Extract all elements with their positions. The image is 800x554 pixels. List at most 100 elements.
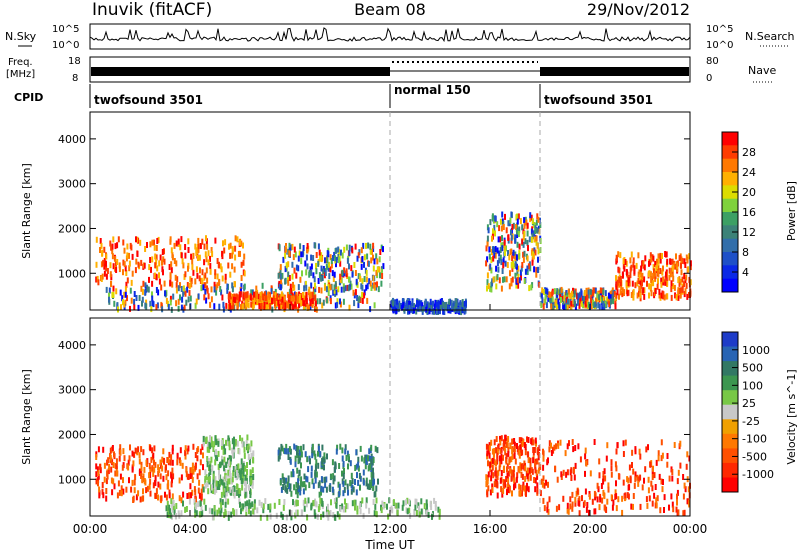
velocity-cell [214, 435, 217, 442]
power-cell [222, 301, 225, 308]
power-cell [351, 247, 354, 254]
power-cell [443, 309, 446, 315]
velocity-cell [145, 459, 148, 466]
velocity-cell [145, 487, 148, 494]
velocity-cell [215, 480, 218, 487]
velocity-cell [677, 509, 680, 516]
power-cell [585, 291, 588, 298]
power-cell [586, 294, 589, 301]
power-cell [490, 286, 493, 293]
power-cell [281, 272, 284, 279]
velocity-cell [524, 475, 527, 482]
power-cell [643, 276, 646, 283]
power-cell [688, 292, 690, 298]
power-cell [601, 297, 603, 303]
velocity-cell [320, 489, 322, 496]
velocity-cell [293, 443, 296, 450]
power-cell [500, 225, 503, 232]
velocity-cell [154, 461, 157, 468]
power-cell [203, 259, 206, 266]
power-cell [155, 258, 158, 265]
velocity-cell [227, 511, 230, 518]
velocity-cell [418, 511, 421, 518]
power-cell [299, 276, 302, 283]
power-cell [348, 250, 351, 256]
velocity-cell [243, 446, 246, 453]
power-cell [207, 293, 210, 300]
power-cell [370, 285, 373, 291]
velocity-cell [256, 507, 259, 514]
power-cell [180, 252, 183, 259]
power-cell [184, 290, 187, 297]
power-cell [137, 304, 140, 311]
power-cell [99, 238, 102, 244]
power-cell [325, 286, 328, 293]
power-cell [576, 293, 579, 300]
power-cell [551, 290, 554, 297]
velocity-cell [495, 436, 498, 442]
velocity-cell [350, 472, 353, 479]
power-cell [294, 251, 297, 258]
velocity-cell [493, 481, 496, 488]
power-cell [495, 265, 498, 272]
velocity-cell [312, 500, 315, 507]
power-cell [537, 216, 540, 223]
power-cell [518, 243, 521, 250]
power-cell [136, 236, 139, 243]
power-cell [209, 262, 212, 269]
velocity-cell [362, 469, 365, 476]
power-cell [576, 299, 579, 306]
power-cell [507, 250, 509, 256]
power-cell [491, 249, 493, 256]
power-cell [510, 280, 513, 287]
power-cell [146, 242, 148, 248]
power-cell [239, 250, 241, 257]
velocity-cell [596, 496, 599, 503]
velocity-cell [220, 491, 223, 498]
velocity-cell [372, 480, 375, 487]
velocity-cell [438, 513, 441, 520]
velocity-cell [647, 476, 650, 483]
power-cell [125, 281, 128, 288]
velocity-cell [239, 501, 241, 508]
power-cell [112, 263, 115, 270]
velocity-cell [194, 452, 197, 458]
velocity-cell [177, 510, 180, 517]
power-cell [160, 284, 163, 291]
velocity-cell [569, 496, 572, 503]
velocity-cell [347, 453, 350, 460]
velocity-cell [282, 476, 285, 483]
velocity-cell [542, 450, 545, 457]
power-cell [173, 242, 176, 249]
power-cell [508, 283, 511, 290]
velocity-cell [571, 439, 574, 445]
power-cell [171, 281, 174, 288]
velocity-cell [240, 458, 243, 465]
power-cell [268, 297, 270, 304]
power-cell [556, 288, 559, 295]
velocity-cell [320, 485, 323, 492]
velocity-cell [303, 473, 306, 480]
velocity-cell [335, 448, 338, 455]
power-cell [353, 300, 356, 307]
velocity-cell [211, 465, 214, 471]
velocity-cell [113, 451, 115, 458]
power-cell [308, 286, 311, 293]
velocity-cell [142, 495, 145, 502]
velocity-cell [512, 470, 515, 476]
power-cell [584, 290, 586, 297]
velocity-cell [220, 502, 223, 509]
power-cell [303, 295, 306, 302]
velocity-cell [684, 486, 687, 493]
velocity-cell [526, 451, 529, 458]
velocity-cell [341, 503, 344, 510]
velocity-cell [245, 480, 248, 487]
power-cell [594, 301, 597, 308]
power-cell [677, 294, 680, 301]
velocity-cell [318, 491, 321, 498]
power-cell [240, 261, 243, 268]
power-cell [521, 262, 524, 268]
power-cell [292, 295, 295, 302]
velocity-cell [586, 502, 589, 508]
velocity-colorbar-swatch [722, 404, 738, 420]
